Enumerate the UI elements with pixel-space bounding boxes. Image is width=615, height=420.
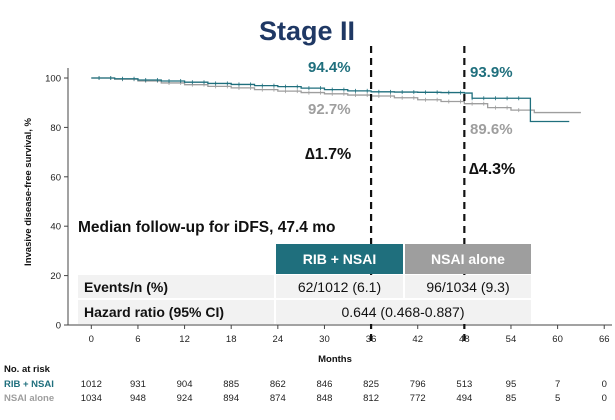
- row-events-rib: 62/1012 (6.1): [298, 279, 381, 295]
- annotation-rib-48: 93.9%: [470, 64, 513, 81]
- x-tick-label: 6: [135, 334, 140, 345]
- curve-nsai: [91, 77, 581, 114]
- at-risk-nsai-value: 494: [456, 393, 472, 404]
- at-risk-rib-value: 1012: [81, 379, 102, 390]
- at-risk-nsai-value: 894: [223, 393, 239, 404]
- survival-curves: [91, 76, 581, 123]
- at-risk-rib-value: 825: [363, 379, 379, 390]
- at-risk-title: No. at risk: [4, 364, 51, 375]
- delta-48: ∆4.3%: [469, 161, 515, 178]
- at-risk-nsai-value: 772: [410, 393, 426, 404]
- chart-title: Stage II: [259, 16, 355, 46]
- y-tick-label: 80: [50, 123, 61, 134]
- annotation-rib-36: 94.4%: [308, 59, 351, 76]
- at-risk-rib-value: 95: [506, 379, 517, 390]
- row-events-nsai: 96/1034 (9.3): [426, 279, 509, 295]
- y-tick-label: 40: [50, 222, 61, 233]
- at-risk-nsai-value: 0: [602, 393, 607, 404]
- x-tick-label: 66: [599, 334, 610, 345]
- row-hr-value: 0.644 (0.468-0.887): [342, 304, 465, 320]
- reference-lines: [369, 46, 466, 345]
- at-risk-nsai-value: 924: [177, 393, 193, 404]
- table-header-rib-label: RIB + NSAI: [303, 251, 377, 267]
- x-tick-label: 18: [226, 334, 237, 345]
- x-ticks: 0612182430364248546066: [89, 325, 610, 345]
- at-risk-rib-label: RIB + NSAI: [4, 379, 54, 390]
- at-risk-rib-value: 0: [602, 379, 607, 390]
- at-risk-rib-value: 513: [456, 379, 472, 390]
- table-header-nsai-label: NSAI alone: [431, 251, 505, 267]
- y-tick-label: 0: [56, 321, 61, 332]
- x-tick-label: 24: [273, 334, 284, 345]
- results-table: RIB + NSAI NSAI alone Events/n (%) 62/10…: [78, 244, 531, 324]
- y-axis-label: Invasive disease-free survival, %: [23, 118, 34, 266]
- at-risk-rib-value: 846: [317, 379, 333, 390]
- at-risk-rib-value: 931: [130, 379, 146, 390]
- y-tick-label: 20: [50, 271, 61, 282]
- at-risk-nsai-value: 812: [363, 393, 379, 404]
- curve-rib: [91, 77, 570, 123]
- x-tick-label: 60: [552, 334, 563, 345]
- x-tick-label: 30: [319, 334, 330, 345]
- at-risk-rib-value: 796: [410, 379, 426, 390]
- x-tick-label: 12: [179, 334, 190, 345]
- x-tick-label: 0: [89, 334, 94, 345]
- at-risk-nsai-value: 874: [270, 393, 286, 404]
- y-tick-label: 60: [50, 172, 61, 183]
- annotation-nsai-48: 89.6%: [470, 121, 513, 138]
- x-tick-label: 42: [412, 334, 423, 345]
- at-risk-rib-value: 904: [177, 379, 193, 390]
- at-risk-nsai-value: 948: [130, 393, 146, 404]
- x-tick-label: 54: [506, 334, 517, 345]
- at-risk-rib-value: 862: [270, 379, 286, 390]
- at-risk-nsai-value: 5: [555, 393, 560, 404]
- at-risk-rib-value: 885: [223, 379, 239, 390]
- table-header-rib: [276, 244, 403, 274]
- follow-up-text: Median follow-up for iDFS, 47.4 mo: [78, 219, 335, 236]
- at-risk-nsai-value: 848: [317, 393, 333, 404]
- row-events-label: Events/n (%): [84, 279, 168, 295]
- annotation-nsai-36: 92.7%: [308, 101, 351, 118]
- at-risk-nsai-value: 1034: [81, 393, 102, 404]
- at-risk-rib-value: 7: [555, 379, 560, 390]
- y-tick-label: 100: [45, 74, 61, 85]
- at-risk-nsai-value: 85: [506, 393, 517, 404]
- at-risk-numbers: 1012 1034 931 948 904 924 885 894 862 874 846 848 82…: [81, 379, 607, 404]
- delta-36: ∆1.7%: [305, 146, 351, 163]
- x-axis-label: Months: [318, 354, 352, 365]
- row-hr-label: Hazard ratio (95% CI): [84, 304, 224, 320]
- y-ticks: 0 20 40 60 80 100: [45, 74, 68, 332]
- table-header-nsai: [405, 244, 531, 274]
- at-risk-nsai-label: NSAI alone: [4, 393, 54, 404]
